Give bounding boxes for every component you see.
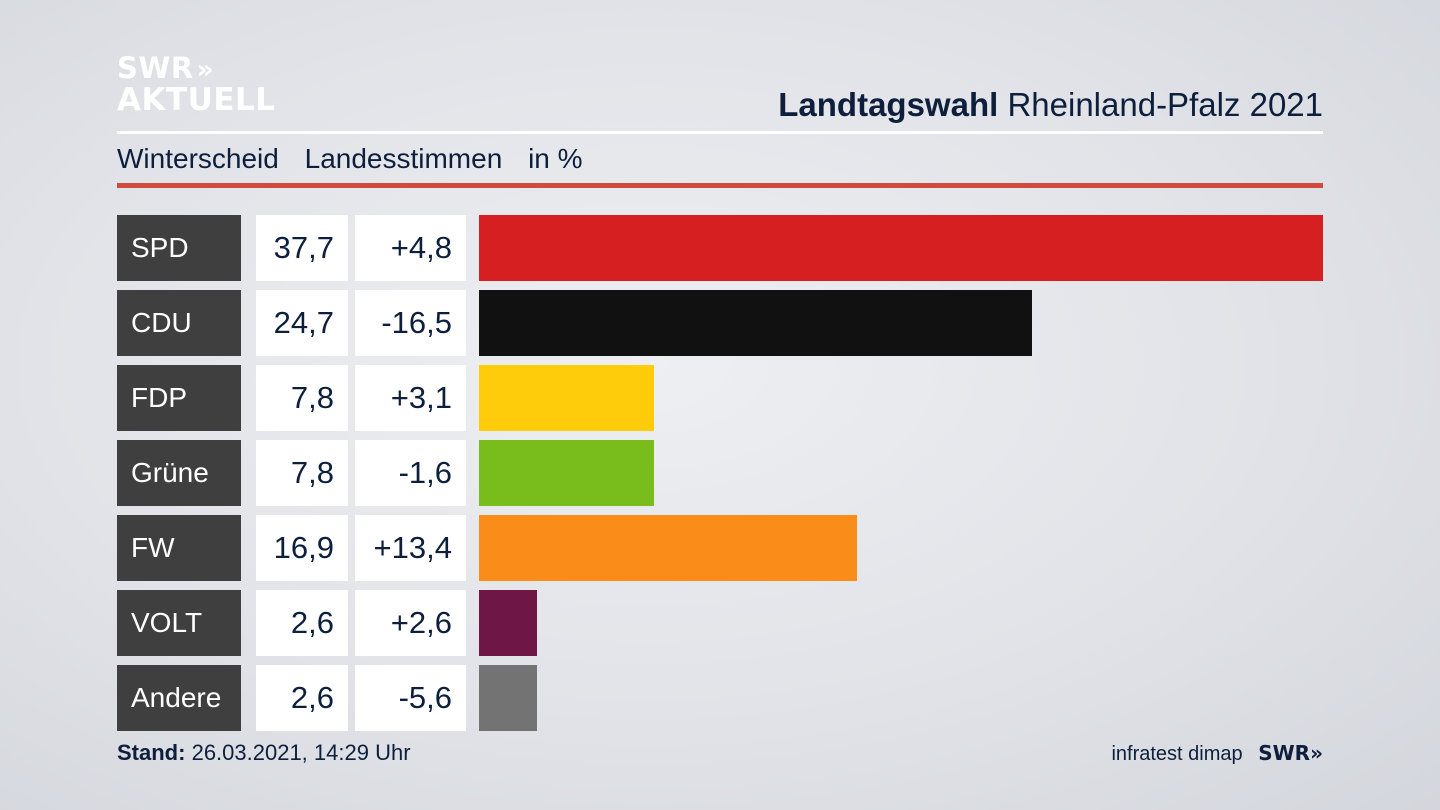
result-row: FW 16,9 +13,4 (117, 515, 1323, 581)
chart-subtitle: Winterscheid Landesstimmen in % (117, 143, 601, 175)
vote-change-value: -16,5 (355, 290, 466, 356)
source-name: infratest dimap (1111, 743, 1243, 765)
vote-change-value: +13,4 (355, 515, 466, 581)
vote-share-value: 2,6 (256, 665, 348, 731)
vote-share-value: 16,9 (256, 515, 348, 581)
party-label: FW (117, 515, 241, 581)
subtitle-place: Winterscheid (117, 143, 279, 174)
vote-share-bar (479, 290, 1032, 356)
vote-share-bar (479, 365, 654, 431)
result-row: Grüne 7,8 -1,6 (117, 440, 1323, 506)
title-election: Landtagswahl (778, 86, 999, 123)
vote-share-value: 2,6 (256, 590, 348, 656)
vote-share-bar (479, 665, 537, 731)
timestamp-value: 26.03.2021, 14:29 Uhr (191, 740, 411, 765)
header-divider (117, 131, 1323, 134)
source-credit: infratest dimap SWR» (1111, 741, 1323, 766)
party-label: FDP (117, 365, 241, 431)
vote-share-value: 7,8 (256, 365, 348, 431)
vote-change-value: +3,1 (355, 365, 466, 431)
party-label: Grüne (117, 440, 241, 506)
timestamp: Stand: 26.03.2021, 14:29 Uhr (117, 740, 411, 766)
chart-title: Landtagswahl Rheinland-Pfalz 2021 (778, 86, 1323, 124)
result-row: FDP 7,8 +3,1 (117, 365, 1323, 431)
subtitle-measure: Landesstimmen (304, 143, 503, 174)
party-label: VOLT (117, 590, 241, 656)
vote-share-value: 37,7 (256, 215, 348, 281)
vote-change-value: +4,8 (355, 215, 466, 281)
result-row: VOLT 2,6 +2,6 (117, 590, 1323, 656)
vote-change-value: +2,6 (355, 590, 466, 656)
party-label: Andere (117, 665, 241, 731)
title-region: Rheinland-Pfalz 2021 (1007, 86, 1323, 123)
vote-share-bar (479, 215, 1323, 281)
swr-logo: SWR» (1258, 741, 1323, 765)
party-label: SPD (117, 215, 241, 281)
result-row: SPD 37,7 +4,8 (117, 215, 1323, 281)
vote-share-bar (479, 515, 857, 581)
vote-change-value: -5,6 (355, 665, 466, 731)
vote-share-bar (479, 590, 537, 656)
result-row: CDU 24,7 -16,5 (117, 290, 1323, 356)
vote-share-value: 24,7 (256, 290, 348, 356)
swr-aktuell-logo: SWR» AKTUELL (117, 51, 276, 118)
accent-divider (117, 183, 1323, 188)
result-row: Andere 2,6 -5,6 (117, 665, 1323, 731)
timestamp-label: Stand: (117, 740, 186, 765)
logo-chevron-icon: » (196, 55, 214, 85)
vote-share-bar (479, 440, 654, 506)
vote-share-value: 7,8 (256, 440, 348, 506)
vote-change-value: -1,6 (355, 440, 466, 506)
subtitle-unit: in % (528, 143, 583, 174)
party-label: CDU (117, 290, 241, 356)
